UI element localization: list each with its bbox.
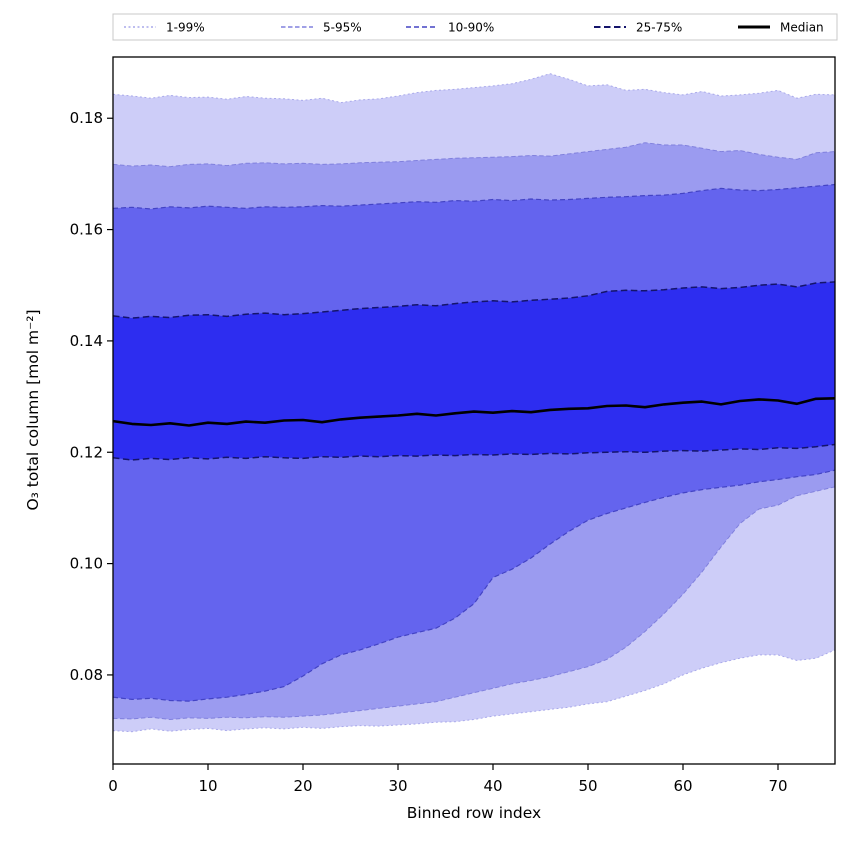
legend-label-25-75: 25-75% bbox=[636, 21, 682, 35]
band-edge-p25 bbox=[113, 443, 835, 461]
bands-layer bbox=[113, 73, 835, 733]
y-tick-label: 0.18 bbox=[70, 109, 103, 127]
x-tick-label: 30 bbox=[388, 777, 407, 795]
axes-ticks: 0 10 20 30 40 50 60 70 0.08 0.10 0.12 0.14 0.16 0.18 bbox=[70, 109, 788, 795]
x-tick-label: 50 bbox=[578, 777, 597, 795]
median-line bbox=[113, 397, 835, 427]
legend-label-5-95: 5-95% bbox=[323, 21, 362, 35]
band-edge-p90 bbox=[113, 183, 835, 210]
y-tick-label: 0.08 bbox=[70, 666, 103, 684]
x-tick-label: 10 bbox=[198, 777, 217, 795]
band-edge-p5 bbox=[113, 486, 835, 721]
x-axis-label: Binned row index bbox=[407, 804, 541, 822]
y-tick-label: 0.14 bbox=[70, 332, 103, 350]
legend-label-median: Median bbox=[780, 21, 824, 35]
x-tick-label: 20 bbox=[293, 777, 312, 795]
x-tick-label: 60 bbox=[673, 777, 692, 795]
x-tick-label: 0 bbox=[108, 777, 118, 795]
y-tick-label: 0.12 bbox=[70, 443, 103, 461]
y-axis-label: O₃ total column [mol m⁻²] bbox=[24, 309, 42, 510]
legend-label-10-90: 10-90% bbox=[448, 21, 494, 35]
x-tick-label: 70 bbox=[768, 777, 787, 795]
legend-label-1-99: 1-99% bbox=[166, 21, 205, 35]
band-edge-p95 bbox=[113, 142, 835, 168]
band-edge-p10 bbox=[113, 469, 835, 702]
y-tick-label: 0.10 bbox=[70, 555, 103, 573]
legend-box bbox=[112, 13, 838, 41]
plot-border bbox=[112, 56, 836, 765]
band-edge-p75 bbox=[113, 281, 835, 319]
y-tick-label: 0.16 bbox=[70, 221, 103, 239]
x-tick-label: 40 bbox=[483, 777, 502, 795]
band-25-75% bbox=[113, 281, 835, 460]
